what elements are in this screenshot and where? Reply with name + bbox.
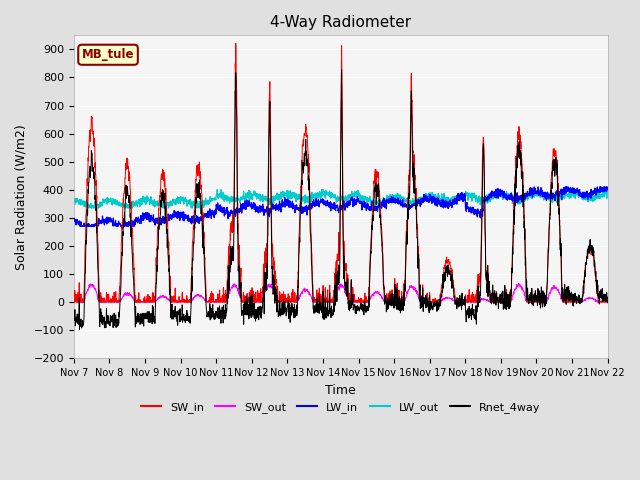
SW_in bbox=[219, 299, 227, 305]
LW_in bbox=[531, 184, 538, 190]
SW_in bbox=[232, 40, 239, 46]
SW_out bbox=[70, 299, 77, 305]
LW_in bbox=[219, 207, 227, 213]
Rnet_4way bbox=[356, 301, 364, 307]
LW_out bbox=[356, 198, 364, 204]
LW_out bbox=[496, 192, 504, 198]
Rnet_4way bbox=[604, 300, 612, 306]
LW_out bbox=[572, 192, 579, 198]
SW_in bbox=[496, 293, 504, 299]
SW_out bbox=[70, 299, 78, 305]
SW_out bbox=[557, 296, 564, 302]
SW_in bbox=[356, 299, 364, 305]
SW_out bbox=[515, 280, 522, 286]
Rnet_4way bbox=[76, 326, 83, 332]
SW_in bbox=[604, 299, 612, 305]
Text: MB_tule: MB_tule bbox=[82, 48, 134, 61]
LW_in bbox=[496, 193, 504, 199]
Legend: SW_in, SW_out, LW_in, LW_out, Rnet_4way: SW_in, SW_out, LW_in, LW_out, Rnet_4way bbox=[137, 397, 545, 417]
Rnet_4way bbox=[557, 240, 564, 246]
SW_in bbox=[572, 298, 579, 304]
Line: SW_out: SW_out bbox=[74, 283, 608, 302]
Title: 4-Way Radiometer: 4-Way Radiometer bbox=[270, 15, 412, 30]
LW_in bbox=[557, 189, 564, 194]
Rnet_4way bbox=[219, 307, 227, 312]
LW_in bbox=[368, 203, 376, 208]
Line: LW_in: LW_in bbox=[74, 187, 608, 226]
LW_in bbox=[77, 223, 84, 229]
Line: Rnet_4way: Rnet_4way bbox=[74, 70, 608, 329]
Line: LW_out: LW_out bbox=[74, 188, 608, 208]
SW_out bbox=[604, 298, 612, 304]
SW_out bbox=[496, 299, 504, 305]
LW_out bbox=[219, 193, 227, 199]
LW_in bbox=[356, 201, 364, 206]
SW_out bbox=[572, 299, 580, 305]
Rnet_4way bbox=[572, 298, 580, 303]
SW_out bbox=[368, 293, 376, 299]
LW_in bbox=[572, 189, 580, 195]
Rnet_4way bbox=[368, 223, 376, 228]
SW_in bbox=[70, 299, 77, 305]
Line: SW_in: SW_in bbox=[74, 43, 608, 302]
LW_in bbox=[70, 216, 77, 222]
LW_out bbox=[604, 185, 612, 191]
LW_out bbox=[368, 198, 376, 204]
SW_in bbox=[557, 246, 564, 252]
LW_out bbox=[557, 192, 564, 198]
SW_in bbox=[368, 220, 376, 226]
Rnet_4way bbox=[496, 291, 504, 297]
Rnet_4way bbox=[70, 315, 77, 321]
X-axis label: Time: Time bbox=[325, 384, 356, 396]
LW_out bbox=[84, 205, 92, 211]
Y-axis label: Solar Radiation (W/m2): Solar Radiation (W/m2) bbox=[15, 124, 28, 270]
SW_out bbox=[356, 299, 364, 305]
Rnet_4way bbox=[338, 67, 346, 72]
LW_in bbox=[604, 186, 612, 192]
SW_out bbox=[219, 299, 227, 305]
LW_out bbox=[70, 200, 77, 206]
